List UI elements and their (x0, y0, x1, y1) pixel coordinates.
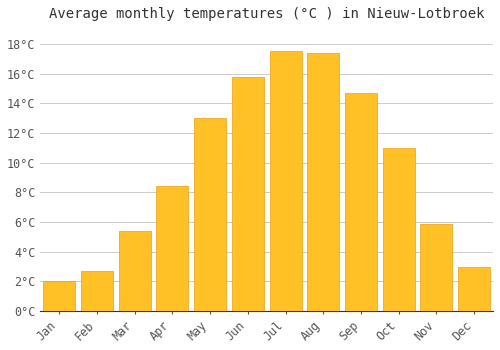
Bar (458, 267, 490, 311)
Bar (232, 77, 264, 311)
Title: Average monthly temperatures (°C ) in Nieuw-Lotbroek: Average monthly temperatures (°C ) in Ni… (49, 7, 484, 21)
Bar (156, 187, 188, 311)
Bar (43, 281, 75, 311)
Bar (307, 53, 340, 311)
Bar (270, 51, 302, 311)
Bar (345, 93, 377, 311)
Bar (382, 148, 415, 311)
Bar (118, 231, 150, 311)
Bar (194, 118, 226, 311)
Bar (81, 271, 113, 311)
Bar (420, 224, 452, 311)
